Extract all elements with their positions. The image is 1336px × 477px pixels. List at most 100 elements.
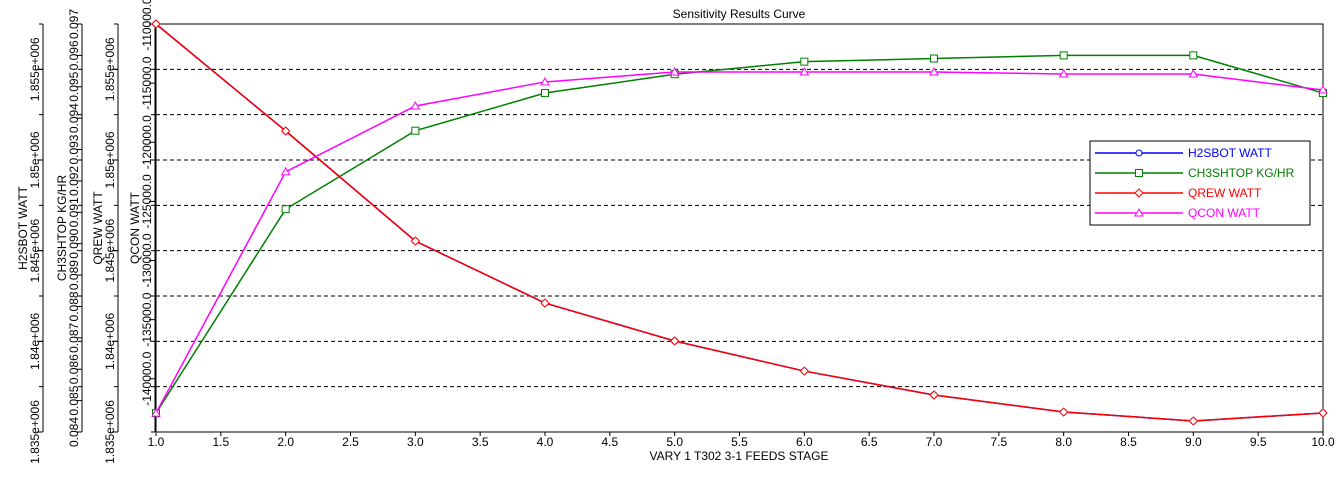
y-tick-label: -140000.0	[140, 351, 154, 405]
y-tick-label: 1.84e+006	[103, 312, 117, 369]
y-tick-label: -130000.0	[140, 233, 154, 287]
data-point	[669, 67, 680, 76]
data-point	[930, 54, 938, 63]
x-tick-label: 2.0	[277, 435, 294, 449]
y-tick-label: 0.096	[67, 40, 81, 70]
series-line	[155, 71, 1324, 414]
y-tick-label: 1.84e+006	[28, 312, 42, 369]
y-tick-label: 0.093	[67, 134, 81, 164]
y-tick-label: 1.855e+006	[28, 37, 42, 101]
data-point	[929, 390, 939, 400]
y-axis-title: CH3SHTOP KG/HR	[55, 175, 69, 282]
x-tick-label: 4.0	[537, 435, 554, 449]
legend-label: QCON WATT	[1188, 206, 1261, 220]
data-point	[1188, 416, 1199, 426]
data-point	[1059, 51, 1068, 60]
y-tick-label: 0.090	[67, 228, 81, 258]
data-point	[1318, 84, 1328, 94]
x-tick-label: 3.5	[472, 435, 489, 449]
y-tick-label: 0.094	[67, 103, 81, 133]
series-line	[155, 23, 1324, 422]
y-axis-title: QREW WATT	[91, 191, 105, 265]
x-tick-label: 8.0	[1055, 435, 1072, 449]
series-qcon-watt	[151, 67, 1328, 417]
x-tick-label: 9.5	[1250, 435, 1267, 449]
data-point	[799, 67, 810, 76]
data-point	[280, 166, 291, 176]
data-point	[799, 366, 810, 376]
y-tick-label: -110000.0	[140, 0, 154, 51]
data-point	[669, 336, 680, 346]
data-point	[1058, 69, 1069, 78]
legend-label: CH3SHTOP KG/HR	[1188, 166, 1295, 180]
x-tick-label: 1.0	[148, 435, 165, 449]
x-tick-label: 1.5	[212, 435, 229, 449]
data-point	[151, 19, 161, 29]
data-point	[281, 205, 290, 214]
y-tick-label: 0.089	[67, 260, 81, 290]
y-tick-label: 1.85e+006	[28, 131, 42, 188]
data-point	[410, 100, 421, 110]
data-point	[280, 126, 291, 136]
y-tick-label: 0.095	[67, 71, 81, 101]
y-tick-label: 0.085	[67, 385, 81, 415]
x-tick-label: 7.5	[990, 435, 1007, 449]
x-tick-label: 6.0	[796, 435, 813, 449]
y-tick-label: 1.835e+006	[103, 400, 117, 464]
x-tick-label: 8.5	[1120, 435, 1137, 449]
y-tick-label: -120000.0	[140, 115, 154, 169]
y-tick-label: 1.835e+006	[28, 400, 42, 464]
data-point	[410, 236, 421, 246]
series-line	[155, 54, 1324, 414]
data-point	[151, 408, 161, 417]
y-tick-label: 0.091	[67, 197, 81, 227]
data-point	[929, 67, 939, 76]
y-axis-title: H2SBOT WATT	[16, 185, 30, 269]
y-tick-label: 0.084	[67, 417, 81, 447]
data-point	[541, 89, 549, 98]
data-point	[1318, 408, 1328, 418]
data-point	[411, 126, 420, 135]
y-tick-label: -125000.0	[140, 174, 154, 228]
data-point	[540, 76, 550, 86]
x-tick-label: 10.0	[1311, 435, 1335, 449]
data-point	[540, 298, 550, 308]
data-point	[1188, 69, 1199, 78]
legend-box	[1089, 140, 1311, 226]
y-tick-label: 1.855e+006	[103, 37, 117, 101]
legend-marker	[1134, 188, 1144, 198]
y-tick-label: 1.845e+006	[28, 218, 42, 282]
y-tick-label: -135000.0	[140, 292, 154, 346]
y-tick-label: 0.092	[67, 166, 81, 196]
legend-marker	[1134, 207, 1144, 217]
x-tick-label: 4.5	[601, 435, 618, 449]
data-point	[800, 57, 809, 66]
x-tick-label: 9.0	[1185, 435, 1202, 449]
series-qrew-watt	[151, 19, 1328, 426]
x-tick-label: 5.5	[731, 435, 748, 449]
x-tick-label: 7.0	[926, 435, 943, 449]
chart-title: Sensitivity Results Curve	[673, 7, 806, 21]
data-point	[1058, 407, 1069, 417]
y-tick-label: 0.088	[67, 291, 81, 321]
y-tick-label: 1.85e+006	[103, 131, 117, 188]
x-tick-label: 6.5	[861, 435, 878, 449]
x-tick-label: 3.0	[407, 435, 424, 449]
y-tick-label: 0.097	[67, 9, 81, 39]
data-point	[1189, 51, 1198, 60]
x-axis-label: VARY 1 T302 3-1 FEEDS STAGE	[650, 449, 829, 463]
legend-label: QREW WATT	[1188, 186, 1262, 200]
y-tick-label: 0.087	[67, 323, 81, 353]
x-tick-label: 2.5	[342, 435, 359, 449]
y-axis-title: QCON WATT	[128, 191, 142, 264]
legend-marker	[1135, 149, 1143, 157]
y-tick-label: 0.086	[67, 354, 81, 384]
x-tick-label: 5.0	[666, 435, 683, 449]
series-ch3shtop-kg-hr	[152, 51, 1327, 418]
legend-marker	[1135, 169, 1143, 177]
legend-label: H2SBOT WATT	[1188, 146, 1272, 160]
plot-frame	[155, 23, 1324, 433]
y-tick-label: 1.845e+006	[103, 218, 117, 282]
y-tick-label: -115000.0	[140, 56, 154, 109]
